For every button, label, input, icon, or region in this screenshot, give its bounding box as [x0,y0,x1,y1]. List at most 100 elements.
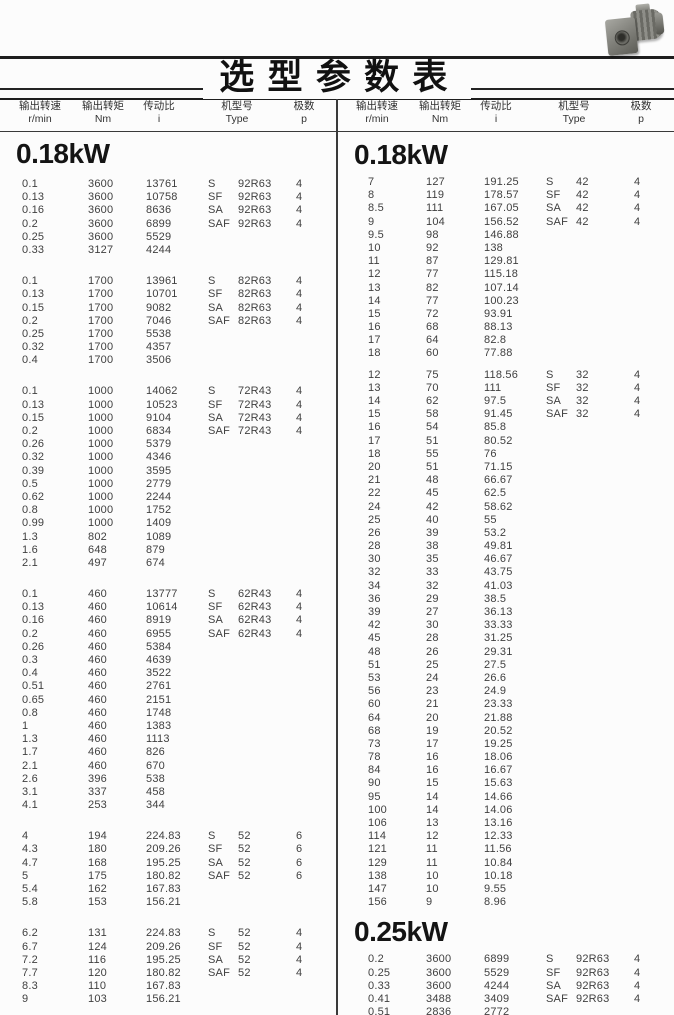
cell-poles [634,593,660,606]
cell-ratio: 224.83 [146,830,181,843]
cell-output-torque: 3600 [88,230,114,243]
cell-output-speed: 11 [368,255,380,268]
cell-type-prefix: S [546,953,554,966]
cell-poles: 4 [296,385,303,398]
cell-type-model: 52 [238,869,251,882]
cell-type-prefix [208,465,238,478]
cell-poles [634,229,660,242]
cell-ratio: 36.13 [484,606,513,618]
output-bore [614,29,631,47]
cell-output-speed: 8 [368,189,375,202]
cell-type-model: 82R63 [238,314,272,327]
cell-output-speed: 20 [368,460,381,473]
cell-output-torque: 460 [88,640,107,653]
cell-ratio: 62.5 [484,487,507,500]
cell-output-torque: 16 [426,751,439,764]
ratio-block: 12 75 118.56 S 32 4 13 70 111 SF 32 4 14 62 97.5 SA 32 4 1… [338,369,674,910]
cell-output-torque: 460 [88,654,107,666]
cell-output-speed: 3.1 [22,785,38,798]
cell-output-torque: 253 [88,799,107,812]
cell-output-speed: 0.8 [22,706,38,719]
cell-ratio: 9.55 [484,882,507,895]
cell-type-prefix [546,619,576,632]
cell-ratio: 195.25 [146,856,181,869]
cell-poles: 4 [634,992,641,1005]
cell-output-speed: 12 [368,268,381,281]
cell-poles [634,514,660,527]
cell-type-model [238,786,296,799]
cell-type-model [576,421,634,434]
cell-type-model [576,229,634,242]
cell-type-model [576,830,634,843]
cell-type-prefix [208,491,238,504]
cell-type-prefix [208,478,238,491]
cell-output-speed: 16 [368,321,381,334]
cell-output-speed: 0.25 [368,966,391,979]
cell-type-model [576,857,634,870]
table-row: 12 75 118.56 S 32 4 [338,369,674,382]
cell-ratio: 41.03 [484,579,513,592]
cell-output-torque: 1700 [88,354,114,367]
cell-type-model [576,804,634,817]
cell-type-prefix [546,804,576,817]
cell-output-torque: 3600 [426,953,452,966]
cell-ratio: 167.05 [484,202,519,215]
cell-type-model [576,685,634,698]
cell-type-model [576,580,634,593]
cell-type-model [576,698,634,711]
cell-type-prefix [546,672,576,685]
cell-ratio: 146.88 [484,228,519,241]
cell-type-prefix: SA [546,979,562,992]
cell-ratio: 43.75 [484,566,513,579]
cell-output-torque: 82 [426,281,439,294]
cell-output-torque: 460 [88,759,107,772]
cell-type-model [576,308,634,321]
cell-poles [296,328,322,341]
cell-type-model [238,478,296,491]
cell-output-torque: 20 [426,711,439,724]
cell-output-torque: 72 [426,307,439,320]
cell-type-model: 62R43 [238,627,272,640]
cell-type-model: 52 [238,940,251,953]
cell-type-prefix: SF [208,288,223,301]
cell-output-speed: 4.1 [22,799,38,812]
cell-type-model: 52 [238,843,251,856]
cell-ratio: 14.06 [484,803,513,816]
cell-type-model [238,799,296,812]
cell-poles [296,896,322,909]
cell-output-speed: 0.33 [22,243,45,256]
cell-output-torque: 30 [426,619,439,632]
cell-type-model [576,870,634,883]
table-row: 73 17 19.25 [338,738,674,751]
cell-ratio: 1752 [146,504,172,517]
cell-output-speed: 138 [368,869,387,882]
cell-type-model [576,646,634,659]
table-row: 0.15 1700 9082 SA 82R63 4 [0,302,336,315]
cell-poles [296,438,322,451]
table-row: 51 25 27.5 [338,659,674,672]
cell-type-model [238,504,296,517]
ratio-block: 6.2 131 224.83 S 52 4 6.7 124 209.26 SF 52 4 7.2 116 1… [0,927,336,1006]
cell-type-prefix [546,830,576,843]
table-row: 6.2 131 224.83 S 52 4 [0,927,336,940]
cell-type-model [576,606,634,619]
cell-type-prefix [546,255,576,268]
cell-output-speed: 53 [368,671,381,684]
cell-output-speed: 14 [368,395,381,407]
table-row: 0.39 1000 3595 [0,465,336,478]
cell-ratio: 180.82 [146,966,181,979]
header-cn: 传动比 [480,100,512,112]
table-row: 39 27 36.13 [338,606,674,619]
cell-type-prefix [546,777,576,790]
cell-poles: 4 [634,408,641,421]
cell-ratio: 2779 [146,477,172,490]
cell-output-torque: 1000 [88,517,114,530]
cell-output-speed: 6.7 [22,940,38,953]
cell-type-model [238,438,296,451]
cell-poles [296,799,322,812]
cell-poles [634,738,660,751]
cell-output-speed: 0.26 [22,438,45,451]
cell-poles [634,487,660,500]
header-cn: 机型号 [221,100,253,112]
cell-output-torque: 104 [426,215,445,228]
